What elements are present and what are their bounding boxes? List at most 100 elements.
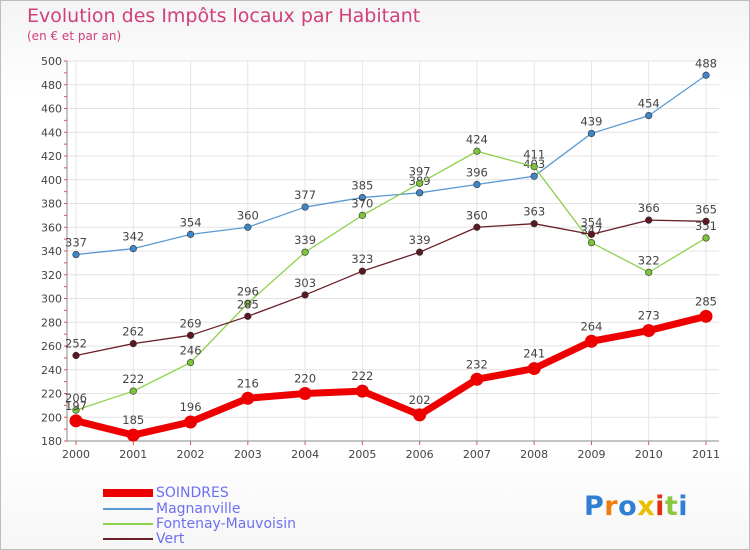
x-tick-label: 2006 [406, 448, 434, 461]
legend-label-soindres: SOINDRES [156, 484, 229, 501]
data-label-soindres: 216 [237, 376, 259, 390]
data-label-vert: 262 [122, 325, 144, 339]
data-label-magnanville: 439 [580, 114, 602, 128]
data-label-vert: 360 [466, 208, 488, 222]
legend-item-soindres: SOINDRES [103, 484, 229, 501]
data-point-vert [72, 351, 80, 360]
legend-swatch-magnanville [103, 507, 153, 510]
data-point-vert [416, 248, 424, 256]
y-tick-label: 440 [41, 126, 62, 139]
data-label-vert: 339 [409, 233, 431, 247]
data-point-fontenay-mauvoisin [702, 234, 710, 242]
data-label-fontenay-mauvoisin: 370 [351, 196, 373, 210]
data-label-soindres: 273 [638, 309, 660, 323]
y-tick-label: 240 [41, 364, 62, 377]
data-point-magnanville [129, 245, 137, 253]
data-label-soindres: 241 [523, 347, 545, 361]
data-label-vert: 323 [351, 252, 373, 266]
logo-letter: r [604, 491, 619, 522]
data-point-fontenay-mauvoisin [530, 163, 538, 171]
data-label-magnanville: 342 [122, 230, 144, 244]
data-point-soindres [298, 387, 312, 400]
data-label-vert: 269 [180, 316, 202, 330]
data-label-magnanville: 488 [695, 56, 717, 70]
series-line-fontenay-mauvoisin [75, 150, 707, 411]
data-point-vert [530, 220, 538, 228]
data-point-fontenay-mauvoisin [186, 359, 195, 367]
data-point-soindres [126, 428, 140, 442]
data-point-magnanville [702, 71, 710, 79]
proxiti-logo: Proxiti [584, 491, 688, 522]
series-line-soindres [72, 312, 710, 439]
data-point-vert [587, 230, 596, 238]
data-point-magnanville [72, 250, 80, 259]
legend-item-magnanville: Magnanville [103, 501, 240, 517]
logo-letter: o [618, 491, 638, 522]
x-tick-label: 2003 [234, 448, 262, 461]
y-tick-label: 200 [41, 411, 62, 424]
logo-letter: P [584, 491, 605, 522]
data-point-vert [473, 223, 481, 231]
data-label-vert: 363 [523, 205, 545, 219]
logo-letter: t [664, 491, 679, 522]
logo-letter: i [678, 491, 689, 522]
data-point-magnanville [587, 129, 596, 138]
data-point-magnanville [416, 189, 424, 197]
data-point-vert [358, 267, 366, 275]
y-tick-label: 500 [41, 55, 62, 68]
y-tick-label: 360 [41, 221, 62, 234]
x-tick-label: 2005 [348, 448, 376, 461]
data-label-soindres: 220 [294, 372, 316, 386]
data-point-fontenay-mauvoisin [473, 147, 481, 155]
data-point-magnanville [301, 203, 309, 211]
data-label-magnanville: 454 [638, 97, 660, 111]
data-label-magnanville: 385 [351, 179, 373, 193]
data-point-magnanville [530, 172, 538, 180]
data-point-vert [129, 340, 137, 348]
data-label-magnanville: 360 [237, 208, 259, 222]
data-label-vert: 252 [65, 337, 87, 351]
data-point-soindres [584, 334, 598, 348]
data-point-fontenay-mauvoisin [244, 299, 252, 307]
y-tick-label: 280 [41, 316, 62, 329]
data-point-soindres [184, 415, 198, 429]
y-tick-label: 380 [41, 198, 62, 211]
legend-label-fontenay-mauvoisin: Fontenay-Mauvoisin [156, 515, 296, 532]
data-point-fontenay-mauvoisin [587, 239, 596, 247]
legend-swatch-fontenay-mauvoisin [103, 522, 153, 525]
data-label-fontenay-mauvoisin: 351 [695, 219, 717, 233]
data-label-soindres: 196 [180, 400, 202, 414]
data-label-vert: 366 [638, 201, 660, 215]
y-tick-label: 260 [41, 340, 62, 353]
data-label-vert: 354 [580, 215, 602, 229]
data-label-magnanville: 377 [294, 188, 316, 202]
data-point-magnanville [244, 223, 252, 231]
data-label-soindres: 197 [65, 399, 87, 413]
data-label-vert: 285 [237, 297, 259, 311]
chart-title: Evolution des Impôts locaux par Habitant [27, 5, 421, 27]
data-point-vert [702, 217, 710, 225]
data-label-soindres: 285 [695, 294, 717, 308]
data-label-fontenay-mauvoisin: 411 [523, 148, 545, 162]
data-label-fontenay-mauvoisin: 296 [237, 284, 259, 298]
x-tick-label: 2002 [177, 448, 205, 461]
y-tick-label: 400 [41, 174, 62, 187]
y-tick-label: 220 [41, 388, 62, 401]
data-label-magnanville: 337 [65, 236, 87, 250]
data-point-soindres [470, 372, 484, 386]
data-point-fontenay-mauvoisin [645, 268, 653, 276]
legend-swatch-vert [103, 537, 153, 540]
data-point-fontenay-mauvoisin [416, 179, 424, 187]
data-point-soindres [642, 324, 656, 338]
data-point-fontenay-mauvoisin [72, 406, 80, 414]
series-line-magnanville [75, 74, 707, 256]
x-tick-label: 2008 [520, 448, 548, 461]
y-tick-label: 340 [41, 245, 62, 258]
x-tick-label: 2011 [692, 448, 720, 461]
x-tick-label: 2001 [119, 448, 147, 461]
data-label-fontenay-mauvoisin: 397 [409, 164, 431, 178]
y-tick-label: 420 [41, 150, 62, 163]
y-tick-label: 300 [41, 293, 62, 306]
y-tick-label: 480 [41, 79, 62, 92]
